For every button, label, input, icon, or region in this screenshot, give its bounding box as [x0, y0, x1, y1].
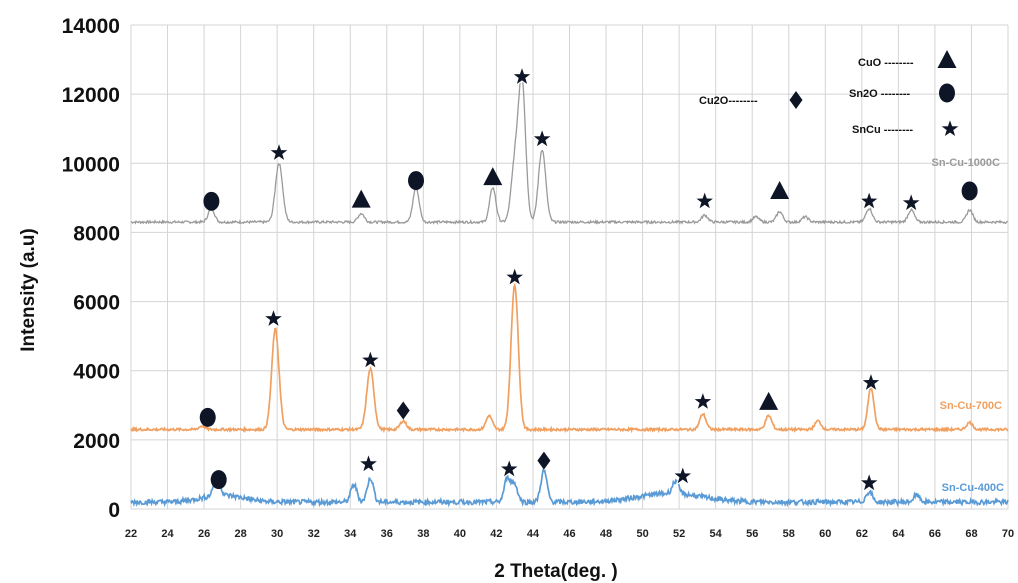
legend-diamond-icon — [789, 91, 803, 109]
legend-triangle-icon — [937, 50, 957, 68]
series-line — [130, 73, 1009, 226]
x-tick-label: 34 — [344, 528, 357, 540]
series-line — [130, 282, 1009, 434]
x-tick-label: 48 — [600, 528, 612, 540]
legend-star-icon — [938, 116, 962, 139]
phase-legend: CuO -------- Sn2O -------- SnCu -------- Cu… — [699, 50, 962, 139]
star-marker — [358, 347, 383, 371]
y-tick-label: 4000 — [73, 361, 120, 384]
triangle-marker — [351, 189, 371, 208]
circle-marker — [199, 407, 216, 427]
x-tick-label: 54 — [710, 528, 723, 540]
x-tick-label: 22 — [125, 528, 137, 540]
star-marker — [857, 470, 881, 494]
x-tick-label: 70 — [1002, 528, 1014, 540]
legend-label: SnCu -------- — [852, 124, 913, 136]
circle-marker — [961, 181, 978, 201]
series-label: Sn-Cu-1000C — [932, 157, 1001, 169]
x-tick-label: 46 — [563, 528, 575, 540]
y-tick-label: 6000 — [73, 292, 120, 315]
x-tick-label: 24 — [161, 528, 174, 540]
star-marker — [859, 370, 883, 393]
x-tick-label: 64 — [892, 528, 905, 540]
circle-marker — [408, 171, 425, 191]
x-tick-label: 68 — [965, 528, 977, 540]
star-marker — [502, 265, 527, 288]
star-marker — [899, 190, 923, 213]
triangle-marker — [770, 180, 790, 199]
y-tick-label: 0 — [108, 499, 120, 522]
circle-marker — [210, 470, 227, 490]
legend-circle-icon — [939, 83, 955, 103]
x-tick-label: 32 — [308, 528, 320, 540]
y-tick-label: 8000 — [73, 222, 120, 245]
star-marker — [671, 463, 695, 487]
star-marker — [530, 126, 554, 150]
series-lines — [130, 73, 1009, 508]
x-tick-label: 30 — [271, 528, 283, 540]
y-axis-ticks: 0 2000 4000 6000 8000 10000 12000 14000 — [62, 15, 120, 522]
x-tick-label: 58 — [783, 528, 795, 540]
y-tick-label: 2000 — [73, 430, 120, 453]
series-label: Sn-Cu-700C — [940, 400, 1002, 412]
star-marker — [267, 140, 291, 163]
y-axis-title: Intensity (a.u) — [18, 228, 39, 352]
x-tick-label: 40 — [454, 528, 466, 540]
diamond-marker — [537, 451, 551, 470]
x-tick-label: 52 — [673, 528, 685, 540]
star-marker — [691, 389, 715, 412]
star-marker — [692, 188, 717, 212]
x-axis-ticks: 22 24 26 28 30 32 34 36 38 40 42 44 46 48 50 52 54 56 58 60… — [125, 528, 1014, 540]
x-axis-title: 2 Theta(deg. ) — [494, 561, 618, 582]
circle-marker — [203, 191, 220, 211]
legend-label: Cu2O-------- — [699, 95, 758, 107]
x-tick-label: 50 — [636, 528, 648, 540]
x-tick-label: 38 — [417, 528, 429, 540]
x-tick-label: 36 — [381, 528, 393, 540]
series-line — [130, 468, 1009, 508]
x-tick-label: 26 — [198, 528, 210, 540]
star-marker — [261, 306, 286, 329]
x-tick-label: 28 — [235, 528, 247, 540]
star-marker — [497, 456, 521, 480]
triangle-marker — [759, 391, 779, 410]
star-marker — [510, 64, 534, 87]
y-tick-label: 12000 — [62, 84, 120, 107]
x-tick-label: 42 — [490, 528, 502, 540]
x-tick-label: 66 — [929, 528, 941, 540]
triangle-marker — [483, 167, 503, 186]
diamond-marker — [396, 401, 410, 420]
y-tick-label: 10000 — [62, 153, 120, 176]
x-tick-label: 60 — [819, 528, 831, 540]
y-tick-label: 14000 — [62, 15, 120, 38]
legend-label: CuO -------- — [858, 57, 914, 69]
series-label: Sn-Cu-400C — [942, 482, 1004, 494]
x-tick-label: 56 — [746, 528, 758, 540]
star-marker — [857, 188, 881, 212]
star-marker — [356, 451, 381, 475]
x-tick-label: 44 — [527, 528, 540, 540]
phase-markers — [199, 64, 978, 494]
series-labels: Sn-Cu-1000C Sn-Cu-700C Sn-Cu-400C — [932, 157, 1005, 494]
x-tick-label: 62 — [856, 528, 868, 540]
legend-label: Sn2O -------- — [849, 88, 910, 100]
